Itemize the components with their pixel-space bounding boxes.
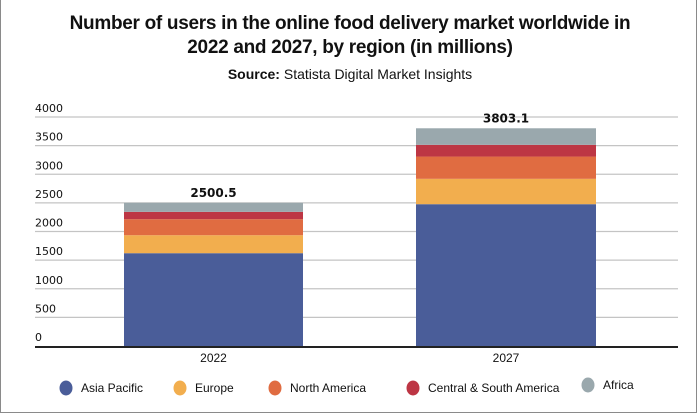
y-tick-label: 500 xyxy=(35,302,56,315)
bar-segment-north-america-2022 xyxy=(124,219,303,236)
chart-title: Number of users in the online food deliv… xyxy=(0,12,700,60)
legend-marker xyxy=(59,380,73,396)
bar-segment-asia-pacific-2022 xyxy=(124,253,303,346)
bar-segment-europe-2027 xyxy=(416,178,596,205)
legend-label: Asia Pacific xyxy=(81,381,143,395)
title-line-1: Number of users in the online food deliv… xyxy=(69,13,631,34)
legend-label: Central & South America xyxy=(428,381,560,395)
y-tick-label: 1500 xyxy=(35,245,63,258)
title-line-2: 2022 and 2027, by region (in millions) xyxy=(187,37,513,58)
y-tick-label: 1000 xyxy=(35,274,63,287)
y-tick-label: 2500 xyxy=(35,188,63,201)
y-tick-label: 4000 xyxy=(35,102,63,115)
source-label: Source: xyxy=(227,66,280,82)
bar-segment-europe-2022 xyxy=(124,235,303,254)
y-tick-label: 3000 xyxy=(35,159,63,172)
legend-marker xyxy=(581,377,595,393)
bar-total-label: 2500.5 xyxy=(190,186,236,200)
chart-subtitle: Source: Statista Digital Market Insights xyxy=(0,66,700,82)
legend-label: North America xyxy=(290,381,366,395)
x-tick-label: 2022 xyxy=(200,351,227,365)
source-text: Statista Digital Market Insights xyxy=(279,66,473,82)
bar-segment-africa-2027 xyxy=(416,128,596,145)
bar-segment-central-south-america-2022 xyxy=(124,211,303,220)
bar-segment-north-america-2027 xyxy=(416,156,596,179)
y-tick-label: 0 xyxy=(35,331,42,344)
bar-segment-africa-2022 xyxy=(124,202,303,212)
y-tick-label: 2000 xyxy=(35,217,63,230)
legend-marker xyxy=(406,380,420,396)
x-tick-label: 2027 xyxy=(493,351,520,365)
legend-label: Africa xyxy=(603,378,634,392)
bar-segment-central-south-america-2027 xyxy=(416,144,596,157)
legend-marker xyxy=(173,380,187,396)
bar-total-label: 3803.1 xyxy=(483,111,529,125)
legend-marker xyxy=(268,380,282,396)
legend-label: Europe xyxy=(195,381,234,395)
bar-segment-asia-pacific-2027 xyxy=(416,204,596,346)
y-tick-label: 3500 xyxy=(35,131,63,144)
